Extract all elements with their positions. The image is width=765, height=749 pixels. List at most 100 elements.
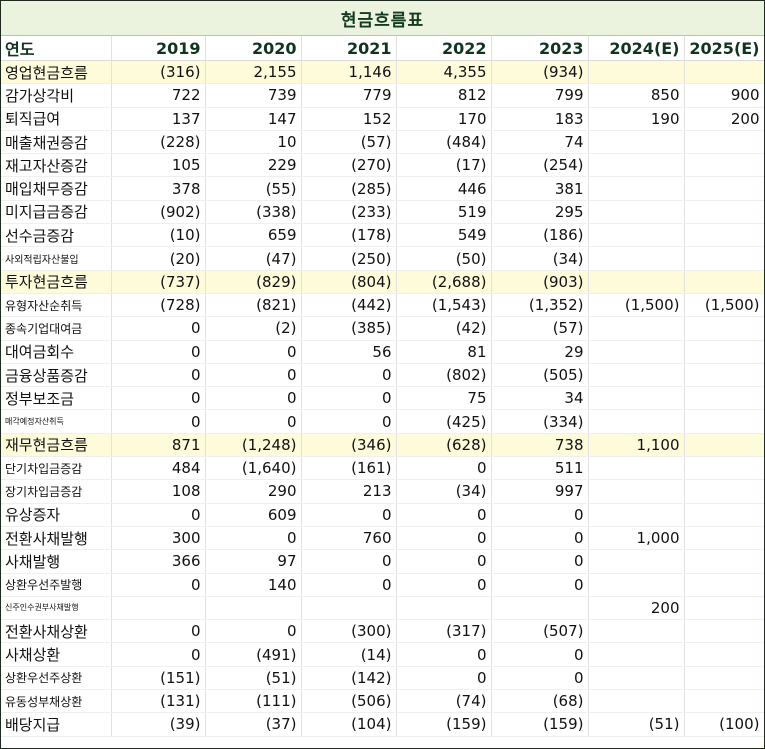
value-cell: (233) <box>301 200 397 225</box>
cash-flow-table: 연도 2019 2020 2021 2022 2023 2024(E) 2025(E) 영업현금… <box>1 36 764 737</box>
value-cell: 4,355 <box>396 60 492 85</box>
value-cell: 105 <box>111 153 206 178</box>
value-cell <box>684 270 764 294</box>
value-cell: 659 <box>205 223 302 248</box>
value-cell: 997 <box>491 479 589 504</box>
value-cell: (250) <box>301 246 397 271</box>
value-cell: 1,000 <box>588 526 685 551</box>
value-cell: 0 <box>205 526 302 551</box>
value-cell: 0 <box>205 409 302 434</box>
value-cell: (131) <box>111 689 206 714</box>
value-cell: 0 <box>205 619 302 644</box>
value-cell: (285) <box>301 176 397 201</box>
value-cell: 229 <box>205 153 302 178</box>
value-cell <box>684 433 764 458</box>
value-cell <box>684 176 764 201</box>
value-cell: (737) <box>111 270 206 294</box>
value-cell: (159) <box>491 712 589 737</box>
value-cell: (228) <box>111 130 206 155</box>
table-row: 매각예정자산취득 0 0 0 (425) (334) <box>1 409 764 434</box>
value-cell <box>684 386 764 411</box>
value-cell: 0 <box>111 503 206 527</box>
value-cell: (1,500) <box>684 293 764 318</box>
row-label: 퇴직급여 <box>1 107 112 131</box>
value-cell: 81 <box>396 340 492 364</box>
value-cell: (74) <box>396 689 492 714</box>
value-cell: 2,155 <box>205 60 302 85</box>
value-cell <box>684 153 764 178</box>
value-cell: 0 <box>301 503 397 527</box>
row-label: 금융상품증감 <box>1 363 112 388</box>
value-cell: 760 <box>301 526 397 551</box>
value-cell <box>684 340 764 364</box>
value-cell: 446 <box>396 176 492 201</box>
value-cell: 0 <box>111 386 206 411</box>
header-year-cell: 2020 <box>205 36 302 61</box>
value-cell <box>684 549 764 574</box>
table-row: 종속기업대여금 0 (2) (385) (42) (57) <box>1 316 764 341</box>
value-cell: (42) <box>396 316 492 341</box>
value-cell <box>684 573 764 597</box>
value-cell: (47) <box>205 246 302 271</box>
value-cell <box>684 409 764 434</box>
value-cell: 56 <box>301 340 397 364</box>
value-cell: 108 <box>111 479 206 504</box>
sheet-title: 현금흐름표 <box>1 1 764 36</box>
row-label: 감가상각비 <box>1 83 112 108</box>
value-cell: (104) <box>301 712 397 737</box>
row-label: 장기차입금증감 <box>1 479 112 504</box>
header-label-cell: 연도 <box>1 36 112 61</box>
value-cell <box>684 666 764 691</box>
row-label: 재무현금흐름 <box>1 433 112 458</box>
value-cell: 1,100 <box>588 433 685 458</box>
value-cell: 75 <box>396 386 492 411</box>
value-cell: 0 <box>205 386 302 411</box>
table-row: 상환우선주상환 (151) (51) (142) 0 0 <box>1 666 764 691</box>
value-cell: (491) <box>205 642 302 667</box>
header-row: 연도 2019 2020 2021 2022 2023 2024(E) 2025(E) <box>1 36 764 61</box>
header-year-cell: 2025(E) <box>684 36 764 61</box>
value-cell: (50) <box>396 246 492 271</box>
value-cell: (17) <box>396 153 492 178</box>
value-cell <box>588 666 685 691</box>
row-label: 사외적립자산불입 <box>1 246 112 271</box>
table-row: 사외적립자산불입 (20) (47) (250) (50) (34) <box>1 246 764 271</box>
row-label: 매입채무증감 <box>1 176 112 201</box>
header-year-cell: 2024(E) <box>588 36 685 61</box>
value-cell: (507) <box>491 619 589 644</box>
value-cell <box>588 176 685 201</box>
value-cell: (161) <box>301 456 397 481</box>
row-label: 종속기업대여금 <box>1 316 112 341</box>
value-cell: (821) <box>205 293 302 318</box>
value-cell <box>684 456 764 481</box>
table-row: 유형자산순취득 (728) (821) (442) (1,543) (1,352) (1,5… <box>1 293 764 318</box>
value-cell: 0 <box>396 573 492 597</box>
value-cell: 0 <box>491 666 589 691</box>
value-cell: 0 <box>491 573 589 597</box>
table-row: 정부보조금 0 0 0 75 34 <box>1 386 764 411</box>
value-cell: 779 <box>301 83 397 108</box>
value-cell: 0 <box>111 409 206 434</box>
header-year-cell: 2019 <box>111 36 206 61</box>
value-cell: (39) <box>111 712 206 737</box>
value-cell: 0 <box>301 573 397 597</box>
value-cell: 0 <box>491 642 589 667</box>
value-cell: (346) <box>301 433 397 458</box>
value-cell <box>588 479 685 504</box>
value-cell: 152 <box>301 107 397 131</box>
row-label: 단기차입금증감 <box>1 456 112 481</box>
table-row: 신주인수권부사채발행 200 <box>1 596 764 621</box>
value-cell: 0 <box>491 549 589 574</box>
table-row: 전환사채발행 300 0 760 0 0 1,000 <box>1 526 764 551</box>
table-row: 전환사채상환 0 0 (300) (317) (507) <box>1 619 764 644</box>
value-cell: 140 <box>205 573 302 597</box>
table-row: 퇴직급여 137 147 152 170 183 190 200 <box>1 107 764 131</box>
value-cell: (902) <box>111 200 206 225</box>
value-cell: (37) <box>205 712 302 737</box>
value-cell: 0 <box>396 503 492 527</box>
value-cell: 366 <box>111 549 206 574</box>
row-label: 사채상환 <box>1 642 112 667</box>
value-cell: (425) <box>396 409 492 434</box>
header-year-cell: 2023 <box>491 36 589 61</box>
value-cell: 0 <box>111 573 206 597</box>
